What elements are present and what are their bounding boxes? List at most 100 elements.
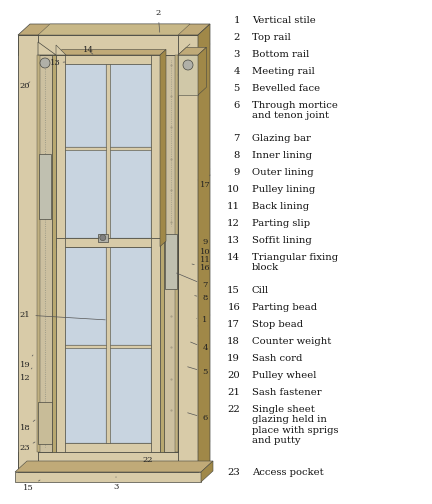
Bar xyxy=(109,246,151,345)
Text: 8: 8 xyxy=(234,151,240,160)
Text: Access pocket: Access pocket xyxy=(252,468,324,477)
Text: 23: 23 xyxy=(227,468,240,477)
Text: 5: 5 xyxy=(234,84,240,93)
Text: 23: 23 xyxy=(20,442,35,452)
Polygon shape xyxy=(38,42,56,55)
Bar xyxy=(56,237,65,452)
Text: 22: 22 xyxy=(227,405,240,414)
Text: 3: 3 xyxy=(234,50,240,59)
Circle shape xyxy=(100,235,106,240)
Text: 22: 22 xyxy=(143,456,153,464)
Bar xyxy=(56,55,160,246)
Text: 12: 12 xyxy=(227,219,240,228)
Bar xyxy=(56,237,160,246)
Text: 16: 16 xyxy=(227,303,240,312)
Text: 10: 10 xyxy=(200,248,210,256)
Text: Bevelled face: Bevelled face xyxy=(252,84,320,93)
Bar xyxy=(151,55,160,246)
Text: 9: 9 xyxy=(202,238,208,246)
Bar xyxy=(160,55,164,452)
Text: 19: 19 xyxy=(227,354,240,363)
Bar xyxy=(52,55,56,452)
Text: 18: 18 xyxy=(19,420,35,432)
Text: 17: 17 xyxy=(227,320,240,329)
Bar xyxy=(151,237,160,452)
Text: 6: 6 xyxy=(187,413,208,422)
Text: Pulley wheel: Pulley wheel xyxy=(252,371,316,380)
Text: Through mortice
and tenon joint: Through mortice and tenon joint xyxy=(252,101,338,120)
Bar xyxy=(109,348,151,443)
Text: Single sheet
glazing held in
place with sprigs
and putty: Single sheet glazing held in place with … xyxy=(252,405,339,445)
Text: 15: 15 xyxy=(22,480,40,492)
Text: 20: 20 xyxy=(20,82,30,90)
Bar xyxy=(106,64,109,237)
Bar xyxy=(65,64,106,147)
Text: 5: 5 xyxy=(187,367,208,376)
Text: 21: 21 xyxy=(20,311,105,320)
Text: 11: 11 xyxy=(200,256,210,264)
Bar xyxy=(18,35,198,55)
Bar xyxy=(37,55,40,452)
Text: Glazing bar: Glazing bar xyxy=(252,134,311,143)
Text: 3: 3 xyxy=(113,477,119,491)
Text: Outer lining: Outer lining xyxy=(252,168,314,177)
Bar xyxy=(56,55,160,64)
Bar xyxy=(18,35,38,472)
Text: 2: 2 xyxy=(156,9,161,32)
Text: 19: 19 xyxy=(19,355,33,369)
Text: 2: 2 xyxy=(234,33,240,42)
Bar xyxy=(178,55,198,95)
Text: 7: 7 xyxy=(234,134,240,143)
Text: Stop bead: Stop bead xyxy=(252,320,303,329)
Text: Back lining: Back lining xyxy=(252,202,309,211)
Text: 4: 4 xyxy=(234,67,240,76)
Bar xyxy=(38,55,178,452)
Bar xyxy=(165,234,177,289)
Text: 20: 20 xyxy=(227,371,240,380)
Bar xyxy=(164,55,178,452)
Text: 12: 12 xyxy=(20,368,32,382)
Text: 6: 6 xyxy=(234,101,240,110)
Text: 7: 7 xyxy=(177,273,208,289)
Bar xyxy=(109,151,151,237)
Bar xyxy=(65,147,151,151)
Polygon shape xyxy=(38,24,190,35)
Text: Top rail: Top rail xyxy=(252,33,291,42)
Text: 16: 16 xyxy=(192,264,210,272)
Text: 11: 11 xyxy=(227,202,240,211)
Bar xyxy=(56,55,65,246)
Bar xyxy=(56,237,160,452)
Text: 14: 14 xyxy=(83,46,93,54)
Text: Inner lining: Inner lining xyxy=(252,151,312,160)
Polygon shape xyxy=(56,45,66,55)
Bar xyxy=(39,154,51,219)
Bar xyxy=(106,246,109,443)
Bar xyxy=(98,234,108,241)
Text: Pulley lining: Pulley lining xyxy=(252,185,315,194)
Bar xyxy=(18,452,198,472)
Text: Sash cord: Sash cord xyxy=(252,354,302,363)
Text: 21: 21 xyxy=(227,388,240,397)
Text: Vertical stile: Vertical stile xyxy=(252,16,316,25)
Polygon shape xyxy=(160,49,166,246)
Text: 15: 15 xyxy=(227,286,240,295)
Circle shape xyxy=(40,58,50,68)
Text: 10: 10 xyxy=(227,185,240,194)
Text: Counter weight: Counter weight xyxy=(252,337,331,346)
Bar xyxy=(178,35,198,472)
Bar xyxy=(65,246,106,345)
Bar xyxy=(65,348,106,443)
Text: Sash fastener: Sash fastener xyxy=(252,388,322,397)
Bar xyxy=(56,443,160,452)
Bar xyxy=(65,151,106,237)
Text: 13: 13 xyxy=(50,59,65,67)
Bar xyxy=(38,55,52,452)
Bar xyxy=(109,64,151,147)
Polygon shape xyxy=(15,461,213,472)
Text: Cill: Cill xyxy=(252,286,269,295)
Text: 1: 1 xyxy=(197,316,208,324)
Polygon shape xyxy=(198,24,210,472)
Text: Parting slip: Parting slip xyxy=(252,219,310,228)
Polygon shape xyxy=(18,24,210,35)
Text: Bottom rail: Bottom rail xyxy=(252,50,309,59)
